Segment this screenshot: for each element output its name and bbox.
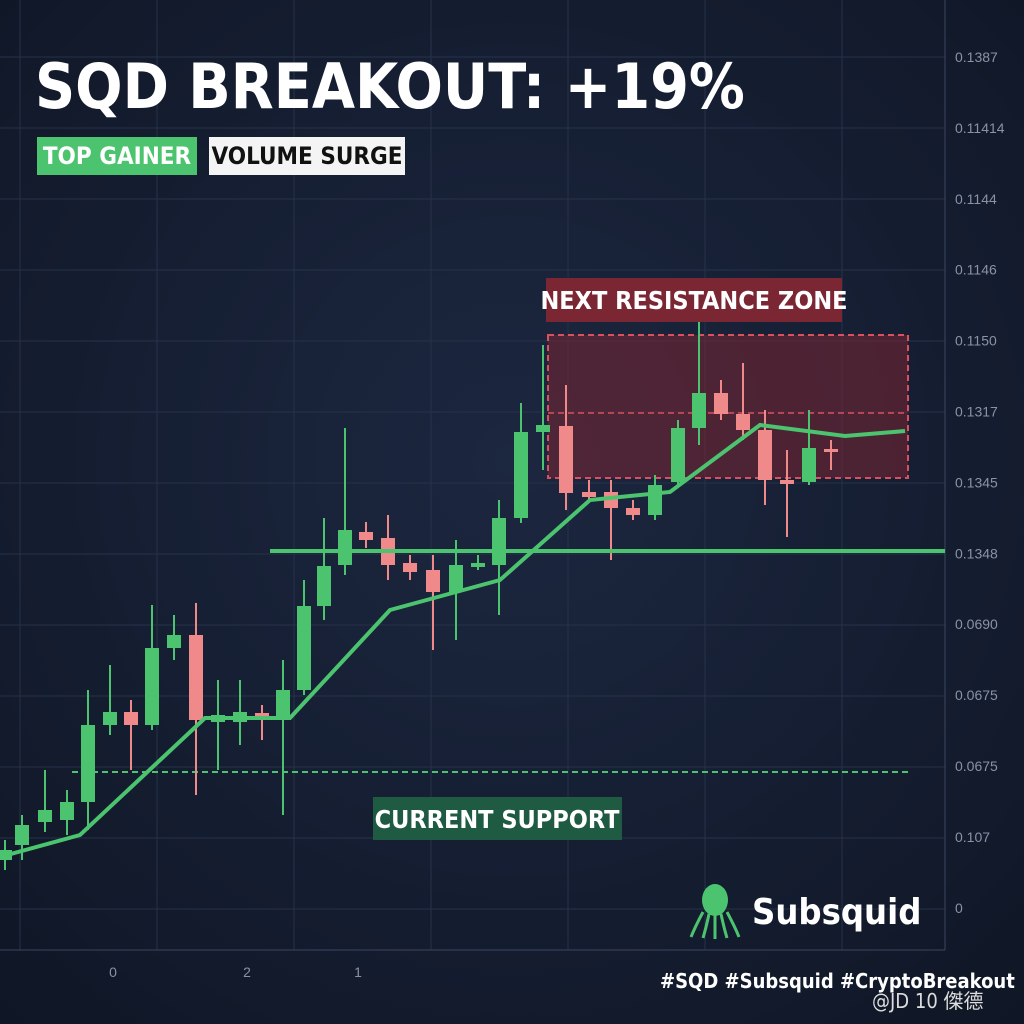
y-label: 0.0675 (955, 758, 998, 774)
candle-body (426, 570, 440, 592)
y-label: 0.0675 (955, 687, 998, 703)
hashtags: #SQD #Subsquid #CryptoBreakout (660, 969, 1015, 993)
moving-average (0, 422, 906, 859)
y-label: 0 (955, 900, 963, 916)
y-label: 0.1348 (955, 545, 998, 561)
candle-body (671, 428, 685, 482)
title: SQD BREAKOUT: +19% (35, 50, 745, 123)
candle-body (582, 492, 596, 497)
candle-body (167, 635, 181, 648)
candle-body (736, 414, 750, 430)
candle-body (536, 425, 550, 432)
y-label: 0.107 (955, 829, 990, 845)
candle-body (81, 725, 95, 802)
watermark: @JD 10 傑德 (872, 989, 983, 1013)
y-label: 0.1144 (955, 191, 997, 207)
resistance-label-bg (546, 278, 842, 322)
candle-body (15, 825, 29, 845)
y-label: 0.0690 (955, 616, 998, 632)
candle-body (449, 565, 463, 592)
candle-body (317, 566, 331, 606)
tag-bg (37, 137, 197, 175)
candle-body (255, 713, 269, 717)
y-label: 0.11414 (955, 120, 1005, 136)
candle-body (338, 530, 352, 565)
support-label: CURRENT SUPPORT (375, 805, 621, 834)
candle-body (780, 480, 794, 484)
candle-body (758, 430, 772, 480)
candle-body (189, 635, 203, 720)
x-label: 0 (109, 964, 117, 980)
logo (689, 884, 741, 939)
candle-body (297, 606, 311, 690)
x-label: 2 (243, 964, 251, 980)
candle-body (492, 518, 506, 565)
candle-body (514, 432, 528, 518)
candle-body (692, 393, 706, 428)
brand-name: Subsquid (752, 892, 921, 933)
candle-body (60, 802, 74, 820)
tag: VOLUME SURGE (211, 142, 402, 170)
resistance-label: NEXT RESISTANCE ZONE (540, 286, 847, 315)
candle-body (124, 712, 138, 725)
candle-body (38, 810, 52, 822)
tag: TOP GAINER (43, 142, 192, 170)
candle-body (471, 563, 485, 567)
candle-body (648, 485, 662, 515)
x-label: 1 (354, 964, 362, 980)
axis-labels: 0.1387 0.11414 0.1144 0.1146 0.1150 0.1317 0.1… (109, 49, 1005, 980)
candle-body (103, 712, 117, 725)
y-label: 0.1146 (955, 262, 997, 278)
y-label: 0.1387 (955, 49, 998, 65)
y-label: 0.1317 (955, 404, 998, 420)
candle-body (559, 426, 573, 493)
tag-bg (209, 137, 405, 175)
candle-body (276, 690, 290, 718)
candle-body (359, 532, 373, 540)
candle-body (824, 449, 838, 452)
candle-body (802, 448, 816, 482)
candle-body (403, 563, 417, 572)
y-label: 0.1345 (955, 474, 998, 490)
support-label-bg (373, 797, 622, 840)
candle-body (714, 393, 728, 414)
y-label: 0.1150 (955, 333, 997, 349)
candle-body (145, 648, 159, 725)
candle-body (626, 508, 640, 515)
